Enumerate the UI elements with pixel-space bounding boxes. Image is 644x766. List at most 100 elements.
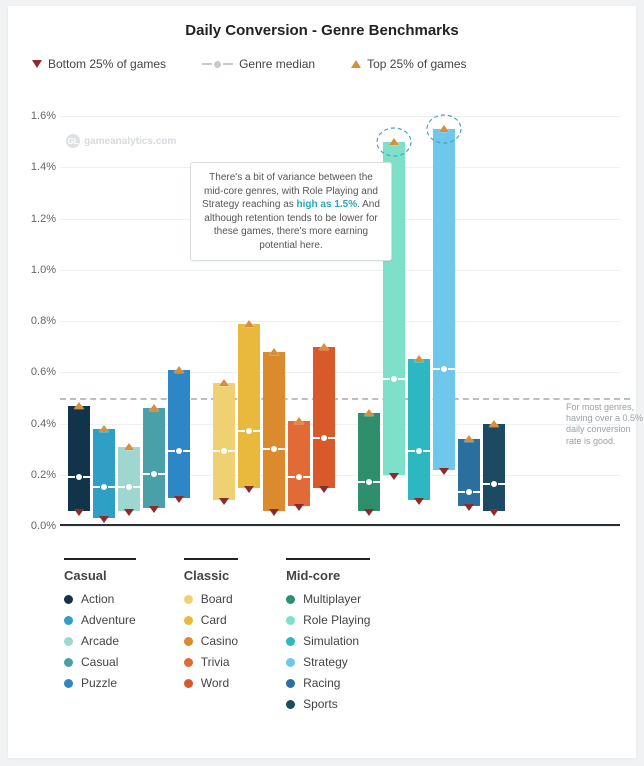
legend-item: Card xyxy=(184,613,238,627)
callout-highlight: high as 1.5% xyxy=(297,199,358,210)
bar-word xyxy=(313,347,335,488)
swatch-icon xyxy=(184,658,193,667)
swatch-icon xyxy=(286,595,295,604)
legend-item-label: Action xyxy=(81,592,114,606)
bar-arcade xyxy=(118,447,140,511)
legend-item: Sports xyxy=(286,697,370,711)
legend-item-label: Trivia xyxy=(201,655,230,669)
bar-multiplayer xyxy=(358,413,380,510)
legend-item: Role Playing xyxy=(286,613,370,627)
legend-col-casual: Casual Action Adventure Arcade Casual Puzzle xyxy=(64,558,136,711)
bar-puzzle xyxy=(168,370,190,498)
legend-item: Word xyxy=(184,676,238,690)
y-axis-label: 0.2% xyxy=(16,469,56,481)
grid-line xyxy=(60,526,620,527)
swatch-icon xyxy=(286,658,295,667)
swatch-icon xyxy=(64,616,73,625)
chart-title: Daily Conversion - Genre Benchmarks xyxy=(8,6,636,39)
triangle-down-icon xyxy=(32,60,42,68)
legend-bottom25: Bottom 25% of games xyxy=(32,57,166,71)
legend-col-header: Mid-core xyxy=(286,558,370,583)
swatch-icon xyxy=(64,595,73,604)
legend-item: Trivia xyxy=(184,655,238,669)
legend-median-label: Genre median xyxy=(239,57,315,71)
legend-item-label: Racing xyxy=(303,676,340,690)
bar-racing xyxy=(458,439,480,506)
swatch-icon xyxy=(286,637,295,646)
grid-line xyxy=(60,372,620,373)
watermark-text: gameanalytics.com xyxy=(84,136,176,147)
category-legend: CasualActionAdventureArcadeCasualPuzzleC… xyxy=(64,558,616,711)
bar-strategy xyxy=(433,129,455,470)
swatch-icon xyxy=(184,595,193,604)
legend-median: Genre median xyxy=(202,57,315,71)
highlight-ring xyxy=(374,122,414,162)
chart-card: Daily Conversion - Genre Benchmarks Bott… xyxy=(8,6,636,758)
grid-line xyxy=(60,270,620,271)
bar-action xyxy=(68,406,90,511)
legend-item-label: Casual xyxy=(81,655,118,669)
plot-area: GL gameanalytics.com 0.0%0.2%0.4%0.6%0.8… xyxy=(60,116,560,526)
y-axis-label: 1.2% xyxy=(16,213,56,225)
legend-top25-label: Top 25% of games xyxy=(367,57,466,71)
watermark: GL gameanalytics.com xyxy=(66,134,176,148)
bar-casino xyxy=(263,352,285,511)
bar-card xyxy=(238,324,260,488)
swatch-icon xyxy=(184,679,193,688)
legend-item-label: Strategy xyxy=(303,655,348,669)
legend-item: Multiplayer xyxy=(286,592,370,606)
median-glyph-icon xyxy=(202,61,233,68)
legend-col-classic: Classic Board Card Casino Trivia Word xyxy=(184,558,238,711)
swatch-icon xyxy=(184,637,193,646)
legend-item-label: Sports xyxy=(303,697,338,711)
legend-item-label: Word xyxy=(201,676,229,690)
y-axis-label: 1.6% xyxy=(16,110,56,122)
legend-col-header: Classic xyxy=(184,558,238,583)
y-axis-label: 0.0% xyxy=(16,520,56,532)
legend-item-label: Simulation xyxy=(303,634,359,648)
bar-sports xyxy=(483,424,505,511)
legend-item-label: Multiplayer xyxy=(303,592,361,606)
legend-item: Action xyxy=(64,592,136,606)
legend-item: Casual xyxy=(64,655,136,669)
legend-item-label: Casino xyxy=(201,634,238,648)
legend-item-label: Puzzle xyxy=(81,676,117,690)
legend-item-label: Role Playing xyxy=(303,613,370,627)
bar-adventure xyxy=(93,429,115,519)
swatch-icon xyxy=(286,679,295,688)
legend-item: Adventure xyxy=(64,613,136,627)
legend-item: Puzzle xyxy=(64,676,136,690)
legend-top: Bottom 25% of games Genre median Top 25%… xyxy=(8,39,636,75)
y-axis-label: 0.6% xyxy=(16,366,56,378)
swatch-icon xyxy=(286,616,295,625)
highlight-ring xyxy=(424,109,464,149)
legend-item: Racing xyxy=(286,676,370,690)
y-axis-label: 1.0% xyxy=(16,264,56,276)
annotation-callout: There's a bit of variance between the mi… xyxy=(190,162,392,261)
bar-trivia xyxy=(288,421,310,506)
legend-top25: Top 25% of games xyxy=(351,57,466,71)
grid-line xyxy=(60,116,620,117)
triangle-up-icon xyxy=(351,60,361,68)
legend-item: Strategy xyxy=(286,655,370,669)
legend-item: Casino xyxy=(184,634,238,648)
legend-item-label: Card xyxy=(201,613,227,627)
legend-col-mid-core: Mid-core Multiplayer Role Playing Simulatio… xyxy=(286,558,370,711)
legend-item-label: Adventure xyxy=(81,613,136,627)
bar-simulation xyxy=(408,359,430,500)
legend-bottom25-label: Bottom 25% of games xyxy=(48,57,166,71)
legend-item-label: Board xyxy=(201,592,233,606)
y-axis-label: 1.4% xyxy=(16,161,56,173)
reference-line xyxy=(60,398,630,400)
swatch-icon xyxy=(64,637,73,646)
swatch-icon xyxy=(64,658,73,667)
y-axis-label: 0.8% xyxy=(16,315,56,327)
grid-line xyxy=(60,321,620,322)
bar-board xyxy=(213,383,235,501)
swatch-icon xyxy=(286,700,295,709)
bar-casual xyxy=(143,408,165,508)
legend-col-header: Casual xyxy=(64,558,136,583)
legend-item: Arcade xyxy=(64,634,136,648)
watermark-logo-icon: GL xyxy=(66,134,80,148)
legend-item-label: Arcade xyxy=(81,634,119,648)
